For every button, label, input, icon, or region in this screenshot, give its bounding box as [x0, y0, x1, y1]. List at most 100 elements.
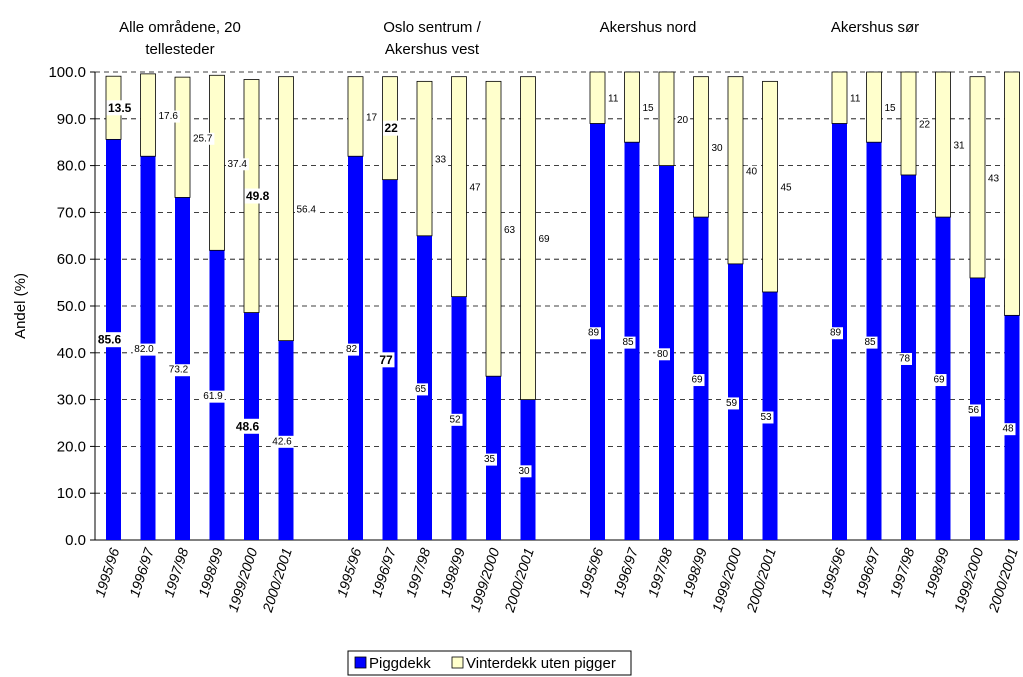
- data-label-vinterdekk-bg: [710, 142, 725, 155]
- data-label-piggdekk: 56: [968, 405, 980, 416]
- bar-vinterdekk: [416, 80, 433, 237]
- x-tick-label: 1997/98: [160, 546, 191, 599]
- data-label-vinterdekk-bg: [226, 158, 249, 171]
- x-tick-label: 1997/98: [402, 546, 433, 599]
- y-tick-label: 100.0: [48, 64, 86, 81]
- data-label-piggdekk: 85: [864, 337, 876, 348]
- y-tick-label: 70.0: [57, 204, 86, 221]
- data-label-piggdekk-bg: [897, 352, 912, 365]
- data-label-vinterdekk: 31: [954, 141, 966, 152]
- data-label-piggdekk-bg: [966, 404, 981, 417]
- y-tick-label: 40.0: [57, 345, 86, 362]
- data-label-vinterdekk-bg: [641, 102, 656, 115]
- data-label-piggdekk-bg: [201, 390, 225, 403]
- data-label-piggdekk: 78: [899, 353, 911, 364]
- data-label-vinterdekk: 69: [539, 234, 551, 245]
- bar-vinterdekk: [347, 76, 364, 157]
- data-label-piggdekk: 48.6: [236, 419, 260, 433]
- data-label-piggdekk: 80: [657, 349, 669, 360]
- data-label-vinterdekk-bg: [383, 120, 400, 136]
- data-label-piggdekk-bg: [758, 411, 774, 424]
- data-labels: 85.6 13.5 82.0 17.6 73.2 25.7 61.9 37.4 48.6 49.8…: [96, 93, 1023, 478]
- data-label-piggdekk-bg: [132, 343, 156, 356]
- data-label-piggdekk-bg: [724, 397, 739, 410]
- data-label-piggdekk: 48: [1002, 424, 1014, 435]
- x-tick-label: 1998/99: [921, 546, 952, 599]
- data-label-vinterdekk: 13.5: [108, 101, 132, 115]
- data-label-vinterdekk: 33: [435, 155, 447, 166]
- data-label-vinterdekk: 11: [850, 94, 861, 105]
- group-title: Alle områdene, 20: [119, 19, 241, 36]
- data-label-piggdekk-bg: [516, 465, 532, 478]
- group-titles: Alle områdene, 20 tellesteder Oslo sentrum…: [119, 19, 919, 58]
- bar-vinterdekk: [693, 76, 709, 218]
- data-label-vinterdekk-bg: [883, 102, 898, 115]
- x-tick-label: 1999/2000: [467, 546, 503, 614]
- data-label-vinterdekk: 22: [385, 121, 399, 135]
- x-tick-label: 1999/2000: [225, 546, 261, 614]
- x-tick-label: 1996/97: [610, 545, 641, 599]
- data-label-vinterdekk-bg: [191, 132, 215, 145]
- x-tick-label: 1995/96: [91, 546, 122, 599]
- bar-vinterdekk: [520, 76, 536, 401]
- bar-vinterdekk: [624, 71, 640, 143]
- data-label-piggdekk-bg: [931, 374, 947, 387]
- data-label-vinterdekk-bg: [537, 233, 552, 246]
- data-label-vinterdekk: 17.6: [159, 111, 179, 122]
- data-label-vinterdekk: 40: [746, 166, 758, 177]
- y-tick-label: 90.0: [57, 111, 86, 128]
- bar-vinterdekk: [900, 71, 917, 176]
- data-label-vinterdekk-bg: [502, 224, 518, 237]
- data-label-vinterdekk: 63: [504, 225, 516, 236]
- bar-vinterdekk: [762, 80, 778, 293]
- group-title: Akershus vest: [385, 41, 480, 58]
- data-label-vinterdekk: 56.4: [297, 205, 317, 216]
- data-label-piggdekk: 52: [449, 414, 461, 425]
- data-label-vinterdekk-bg: [606, 93, 621, 106]
- x-tick-label: 1998/99: [437, 546, 468, 599]
- data-label-vinterdekk: 30: [712, 143, 724, 154]
- legend[interactable]: Piggdekk Vinterdekk uten pigger: [347, 650, 632, 676]
- data-label-piggdekk: 30: [518, 466, 530, 477]
- bar-vinterdekk: [1004, 71, 1020, 316]
- data-label-piggdekk-bg: [482, 453, 497, 466]
- data-label-piggdekk: 82: [346, 344, 358, 355]
- data-label-vinterdekk: 20: [677, 115, 689, 126]
- data-label-vinterdekk-bg: [986, 172, 1002, 185]
- bar-vinterdekk: [969, 76, 986, 279]
- data-label-piggdekk: 53: [760, 412, 772, 423]
- data-label-vinterdekk-bg: [1021, 189, 1023, 202]
- bar-vinterdekk: [140, 73, 156, 157]
- y-tick-label: 60.0: [57, 251, 86, 268]
- data-label-piggdekk-bg: [344, 343, 359, 356]
- data-label-piggdekk-bg: [655, 348, 670, 361]
- group-title: Akershus nord: [600, 19, 697, 36]
- x-tick-label: 1996/97: [852, 545, 883, 599]
- y-tick-label: 20.0: [57, 438, 86, 455]
- x-tick-label: 1998/99: [195, 546, 226, 599]
- data-label-vinterdekk: 25.7: [193, 133, 213, 144]
- bar-vinterdekk: [831, 71, 848, 124]
- data-label-piggdekk-bg: [586, 327, 601, 340]
- data-label-vinterdekk-bg: [295, 204, 318, 217]
- bar-vinterdekk: [589, 71, 606, 124]
- data-label-vinterdekk: 15: [643, 103, 655, 114]
- data-label-vinterdekk: 43: [988, 173, 1000, 184]
- bar-vinterdekk: [174, 76, 191, 198]
- data-label-piggdekk-bg: [377, 352, 395, 368]
- legend-label-piggdekk: Piggdekk: [369, 655, 431, 672]
- data-label-piggdekk-bg: [689, 374, 705, 387]
- bar-vinterdekk: [451, 76, 467, 298]
- data-label-piggdekk-bg: [1000, 423, 1016, 436]
- x-tick-label: 1996/97: [126, 545, 157, 599]
- data-label-vinterdekk: 15: [885, 103, 897, 114]
- data-label-piggdekk-bg: [96, 332, 124, 348]
- data-label-vinterdekk-bg: [952, 140, 967, 153]
- bar-vinterdekk: [485, 80, 502, 377]
- bar-vinterdekk: [658, 71, 675, 166]
- data-label-vinterdekk-bg: [468, 182, 483, 195]
- legend-swatch-vinterdekk: [451, 656, 464, 669]
- x-tick-label: 2000/2001: [501, 546, 537, 615]
- data-label-piggdekk: 73.2: [169, 365, 189, 376]
